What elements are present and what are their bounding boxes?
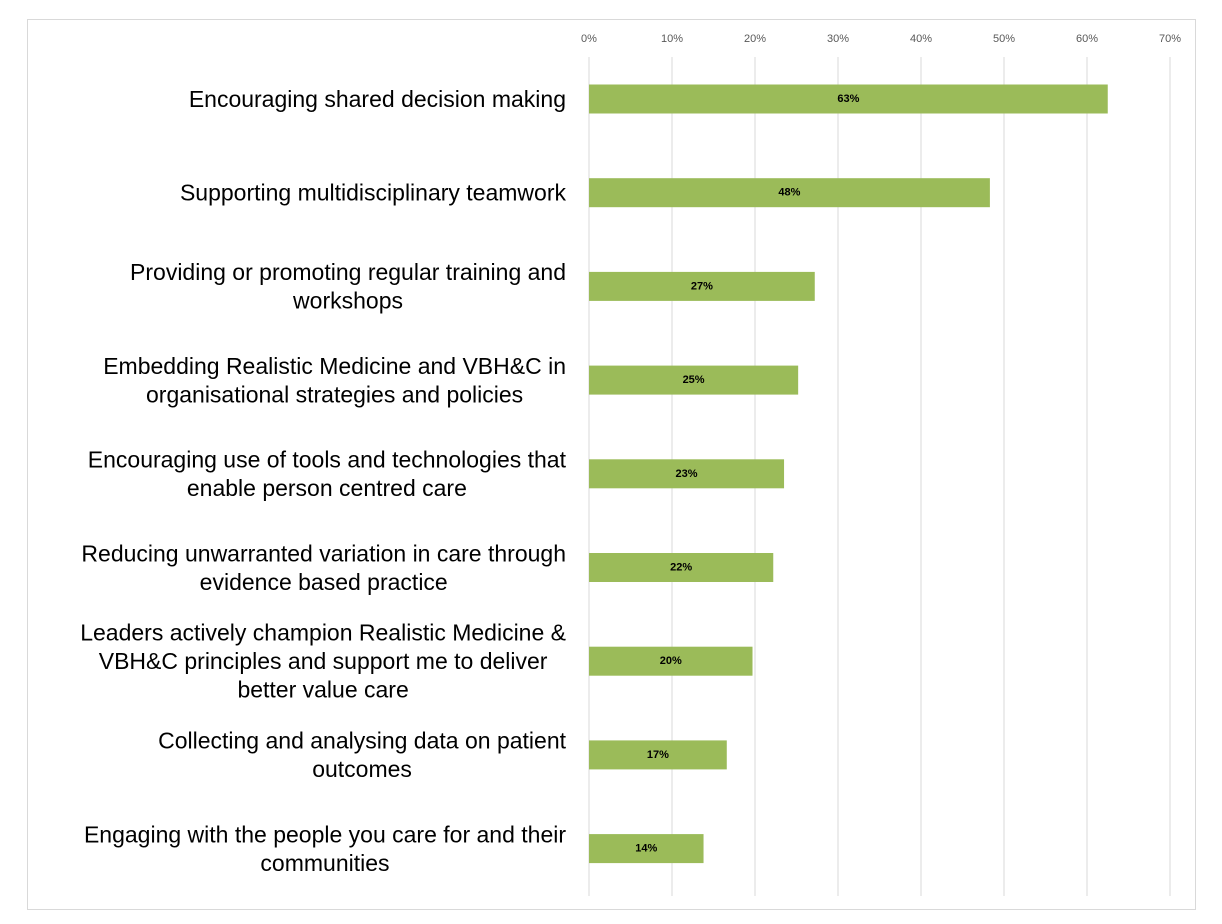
category-label-line: workshops bbox=[292, 288, 403, 314]
x-axis-ticks: 0% 10% 20% 30% 40% 50% 60% 70% bbox=[581, 33, 1181, 45]
category-label: Reducing unwarranted variation in care t… bbox=[81, 540, 566, 595]
bar bbox=[589, 646, 753, 676]
category-labels: Encouraging shared decision making Suppor… bbox=[80, 86, 566, 876]
category-label: Encouraging use of tools and technologie… bbox=[88, 447, 567, 502]
category-label: Engaging with the people you care for an… bbox=[84, 821, 566, 876]
data-label: 17% bbox=[647, 749, 669, 761]
x-tick-label: 20% bbox=[744, 33, 766, 45]
category-label: Encouraging shared decision making bbox=[189, 86, 566, 112]
category-label-line: outcomes bbox=[312, 756, 412, 782]
bar bbox=[589, 740, 727, 770]
category-label-line: Reducing unwarranted variation in care t… bbox=[81, 540, 566, 566]
bar bbox=[589, 365, 799, 395]
data-label: 63% bbox=[837, 93, 859, 105]
category-label: Providing or promoting regular training … bbox=[130, 259, 566, 314]
category-label-line: Providing or promoting regular training … bbox=[130, 259, 566, 285]
category-label-line: Embedding Realistic Medicine and VBH&C i… bbox=[103, 353, 566, 379]
x-tick-label: 70% bbox=[1159, 33, 1181, 45]
bar-chart: 0% 10% 20% 30% 40% 50% 60% 70% Encouraging shar… bbox=[80, 33, 1181, 896]
category-label-line: better value care bbox=[237, 677, 408, 703]
category-label-line: Engaging with the people you care for an… bbox=[84, 821, 566, 847]
category-label-line: enable person centred care bbox=[187, 475, 467, 501]
bars bbox=[589, 84, 1108, 864]
category-label-line: Encouraging use of tools and technologie… bbox=[88, 447, 567, 473]
data-label: 22% bbox=[670, 562, 692, 574]
x-tick-label: 50% bbox=[993, 33, 1015, 45]
category-label-line: Encouraging shared decision making bbox=[189, 86, 566, 112]
category-label-line: evidence based practice bbox=[200, 569, 448, 595]
bar bbox=[589, 459, 785, 489]
bar bbox=[589, 834, 704, 864]
bar bbox=[589, 84, 1108, 114]
bar bbox=[589, 178, 990, 208]
category-label: Leaders actively champion Realistic Medi… bbox=[80, 620, 566, 703]
x-tick-label: 0% bbox=[581, 33, 597, 45]
category-label: Collecting and analysing data on patient… bbox=[158, 728, 567, 783]
data-labels: 63% 48% 27% 25% 23% 22% 20% 17% 14% bbox=[635, 93, 859, 855]
category-label: Embedding Realistic Medicine and VBH&C i… bbox=[103, 353, 566, 408]
category-label-line: Collecting and analysing data on patient bbox=[158, 728, 567, 754]
data-label: 20% bbox=[660, 655, 682, 667]
data-label: 25% bbox=[683, 374, 705, 386]
data-label: 14% bbox=[635, 843, 657, 855]
data-label: 23% bbox=[676, 468, 698, 480]
category-label-line: Supporting multidisciplinary teamwork bbox=[180, 180, 567, 206]
category-label-line: VBH&C principles and support me to deliv… bbox=[99, 648, 548, 674]
data-label: 48% bbox=[778, 187, 800, 199]
bar bbox=[589, 553, 774, 582]
category-label-line: organisational strategies and policies bbox=[146, 381, 523, 407]
category-label-line: Leaders actively champion Realistic Medi… bbox=[80, 620, 566, 646]
chart-frame: 0% 10% 20% 30% 40% 50% 60% 70% Encouraging shar… bbox=[27, 19, 1196, 910]
bar bbox=[589, 271, 815, 301]
x-tick-label: 40% bbox=[910, 33, 932, 45]
x-tick-label: 10% bbox=[661, 33, 683, 45]
category-label: Supporting multidisciplinary teamwork bbox=[180, 180, 567, 206]
category-label-line: communities bbox=[260, 850, 389, 876]
x-tick-label: 30% bbox=[827, 33, 849, 45]
data-label: 27% bbox=[691, 280, 713, 292]
x-tick-label: 60% bbox=[1076, 33, 1098, 45]
